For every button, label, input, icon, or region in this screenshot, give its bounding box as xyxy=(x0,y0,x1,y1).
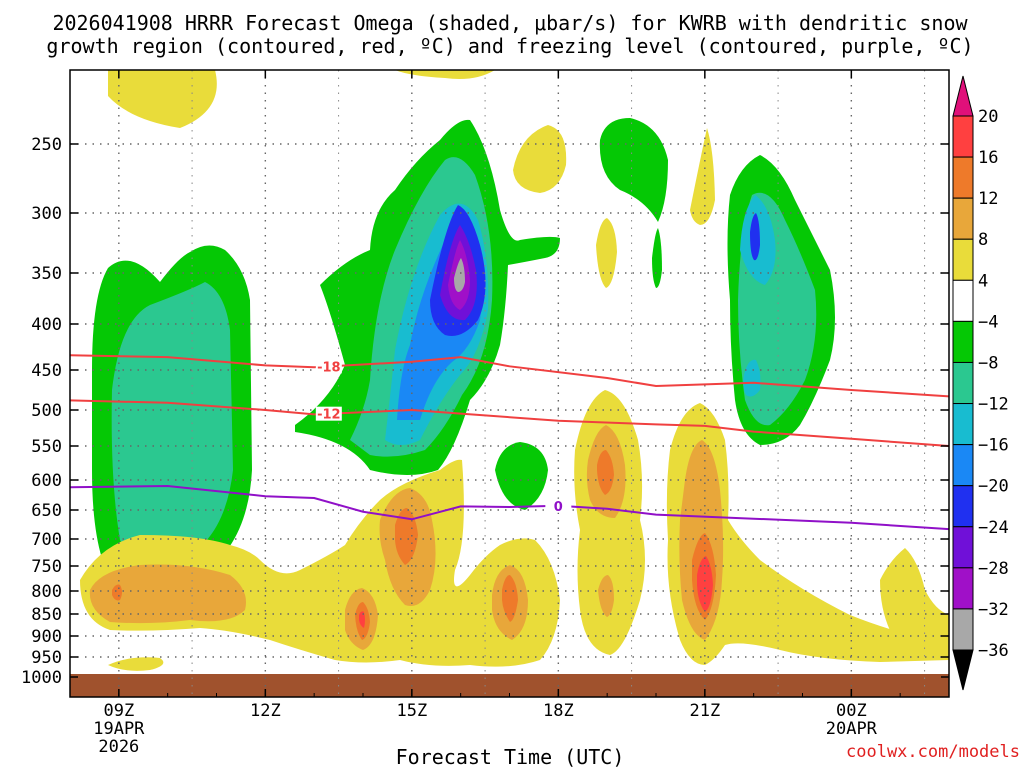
x-tick-label-15Z: 15Z xyxy=(396,701,427,721)
colorbar-swatch xyxy=(952,403,974,446)
y-tick-label-450: 450 xyxy=(31,361,62,381)
omega-region-core-right-3 xyxy=(697,556,713,612)
omega-region-orange-right-2 xyxy=(598,575,614,617)
y-tick-label-350: 350 xyxy=(31,264,62,284)
x-axis-label: Forecast Time (UTC) xyxy=(396,745,625,768)
colorbar-label: 12 xyxy=(978,189,998,209)
y-tick-label-400: 400 xyxy=(31,315,62,335)
omega-shading xyxy=(70,70,949,697)
colorbar-swatch xyxy=(952,608,974,651)
x-tick-label-21Z: 21Z xyxy=(689,701,720,721)
omega-region-upper-yellow-3 xyxy=(690,128,715,225)
omega-region-top-middle xyxy=(395,70,495,79)
colorbar-swatch xyxy=(952,526,974,569)
omega-region-upper-yellow-1 xyxy=(513,125,567,193)
contour-label-bg xyxy=(315,406,342,421)
chart-title-line-1: 2026041908 HRRR Forecast Omega (shaded, … xyxy=(52,11,968,35)
x-tick-year-09Z: 2026 xyxy=(98,737,139,757)
contour-label-minus-12: -12 xyxy=(317,408,341,423)
colorbar-swatch xyxy=(952,444,974,487)
y-tick-label-750: 750 xyxy=(31,557,62,577)
omega-region-lower-yellow-right-2 xyxy=(666,403,949,665)
y-tick-label-950: 950 xyxy=(31,648,62,668)
omega-region-core-right-1 xyxy=(597,450,614,495)
omega-region-orange-left xyxy=(89,564,246,624)
contour-lines xyxy=(70,354,949,531)
omega-region-upper-yellow-2 xyxy=(596,218,617,288)
colorbar-bottom-arrow xyxy=(952,649,974,691)
colorbar-swatch xyxy=(952,279,974,322)
omega-region-center-gray xyxy=(454,258,465,292)
omega-region-left-teal xyxy=(111,282,233,565)
terrain-edge xyxy=(70,674,949,697)
omega-region-core-center-3 xyxy=(359,611,365,628)
y-tick-label-900: 900 xyxy=(31,627,62,647)
colorbar-swatch xyxy=(952,197,974,240)
omega-region-lower-yellow-strip xyxy=(108,657,164,671)
y-tick-label-600: 600 xyxy=(31,471,62,491)
y-tick-label-500: 500 xyxy=(31,401,62,421)
x-tick-date-00Z: 20APR xyxy=(826,719,878,739)
contour-label-bg xyxy=(545,498,572,513)
omega-region-mid-green xyxy=(495,442,548,510)
colorbar-label: −16 xyxy=(978,436,1009,456)
omega-region-lower-yellow-far-right xyxy=(880,548,949,660)
contour-minus-18 xyxy=(70,354,949,398)
x-tick-label-00Z: 00Z xyxy=(836,701,867,721)
colorbar-label: −24 xyxy=(978,518,1009,538)
contour-label-bg xyxy=(315,359,342,374)
colorbar-label: −4 xyxy=(978,312,998,332)
y-tick-label-300: 300 xyxy=(31,204,62,224)
y-tick-label-550: 550 xyxy=(31,437,62,457)
colorbar-swatch xyxy=(952,320,974,363)
credit-link[interactable]: coolwx.com/models xyxy=(846,742,1020,762)
omega-region-right-blue xyxy=(750,213,760,261)
y-tick-label-800: 800 xyxy=(31,582,62,602)
colorbar-label: −8 xyxy=(978,353,998,373)
colorbar-label: −28 xyxy=(978,559,1009,579)
colorbar-swatch xyxy=(952,361,974,405)
y-tick-label-850: 850 xyxy=(31,605,62,625)
contour-label-0: 0 xyxy=(554,500,563,515)
x-tick-label-09Z: 09Z xyxy=(103,701,134,721)
colorbar-swatch xyxy=(952,115,974,158)
omega-region-top-left xyxy=(108,70,217,128)
chart-title-line-2: growth region (contoured, red, ºC) and f… xyxy=(46,34,973,58)
colorbar-swatch xyxy=(952,485,974,528)
colorbar-label: 20 xyxy=(978,107,998,127)
colorbar-label: −36 xyxy=(978,641,1009,661)
colorbar-swatch xyxy=(952,238,974,281)
colorbar-label: 4 xyxy=(978,271,988,291)
y-tick-label-700: 700 xyxy=(31,530,62,550)
colorbar-label: 8 xyxy=(978,230,988,250)
colorbar-label: −20 xyxy=(978,477,1009,497)
contour-0 xyxy=(70,484,949,531)
colorbar-swatch xyxy=(952,156,974,199)
colorbar-label: 16 xyxy=(978,148,998,168)
omega-region-right-cyan-2 xyxy=(743,359,761,397)
omega-region-upper-green-1 xyxy=(599,118,668,222)
y-tick-label-250: 250 xyxy=(31,135,62,155)
omega-region-upper-green-2 xyxy=(652,228,662,288)
x-tick-label-12Z: 12Z xyxy=(250,701,281,721)
contour-minus-12 xyxy=(70,399,949,447)
x-tick-date-09Z: 19APR xyxy=(93,719,145,739)
colorbar: 20 16 12 8 4 −4 −8 −12 −16 −20 −24 −28 −32 −36 xyxy=(952,75,1009,691)
colorbar-label: −32 xyxy=(978,600,1009,620)
y-tick-label-650: 650 xyxy=(31,501,62,521)
colorbar-swatch xyxy=(952,567,974,610)
x-tick-label-18Z: 18Z xyxy=(543,701,574,721)
y-axis: 2503003504004505005506006507007508008509… xyxy=(21,135,949,688)
y-tick-label-1000: 1000 xyxy=(21,668,62,688)
colorbar-label: −12 xyxy=(978,395,1009,415)
contour-labels: -18 -12 0 xyxy=(315,359,572,515)
omega-region-core-mid xyxy=(502,575,518,622)
contour-label-minus-18: -18 xyxy=(317,360,341,375)
